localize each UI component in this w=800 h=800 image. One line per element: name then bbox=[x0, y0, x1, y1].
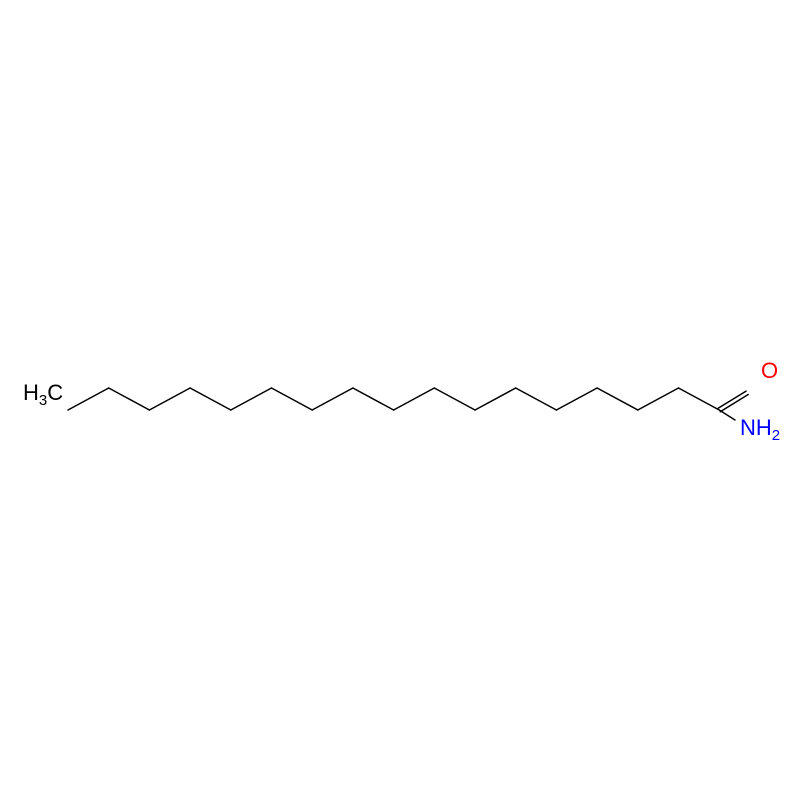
svg-text:O: O bbox=[761, 358, 778, 383]
svg-text:NH2: NH2 bbox=[740, 415, 780, 444]
molecule-diagram: H3C NH2 O bbox=[0, 0, 800, 800]
atom-labels: H3C NH2 O bbox=[23, 358, 780, 444]
svg-text:H3C: H3C bbox=[23, 380, 63, 409]
bond-lines bbox=[68, 388, 748, 420]
